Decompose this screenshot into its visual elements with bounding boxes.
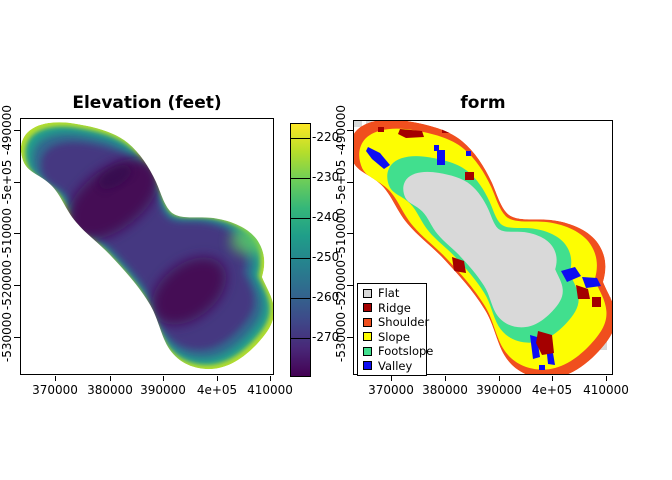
form-title: form xyxy=(460,93,506,113)
legend-label: Footslope xyxy=(378,344,434,359)
elevation-title: Elevation (feet) xyxy=(72,93,222,113)
y-tick xyxy=(14,285,20,286)
form-raster-map xyxy=(354,121,612,374)
colorbar-tick-label: -270 xyxy=(312,330,340,344)
form-legend: Flat Ridge Shoulder Slope Footslope Vall… xyxy=(357,283,433,376)
ridge-swatch xyxy=(363,303,372,313)
legend-label: Shoulder xyxy=(378,315,430,330)
x-tick xyxy=(217,376,218,381)
y-tick xyxy=(347,182,353,183)
shoulder-swatch xyxy=(363,317,372,327)
x-tick xyxy=(606,376,607,381)
y-tick-label: -530000 xyxy=(334,311,348,363)
x-tick-label: 380000 xyxy=(422,383,468,397)
elevation-darkest-spot xyxy=(98,165,132,189)
legend-item-slope: Slope xyxy=(363,330,426,345)
ridge-patches xyxy=(378,126,601,355)
x-tick xyxy=(499,376,500,381)
x-tick-label: 410000 xyxy=(247,383,293,397)
legend-item-ridge: Ridge xyxy=(363,301,426,316)
x-tick xyxy=(55,376,56,381)
colorbar-tick-label: -230 xyxy=(312,170,340,184)
colorbar-tick-label: -220 xyxy=(312,130,340,144)
legend-item-shoulder: Shoulder xyxy=(363,315,430,330)
slope-swatch xyxy=(363,332,372,342)
y-tick xyxy=(347,130,353,131)
x-tick xyxy=(110,376,111,381)
legend-label: Valley xyxy=(378,358,413,373)
legend-item-footslope: Footslope xyxy=(363,344,433,359)
x-tick-label: 380000 xyxy=(87,383,133,397)
legend-item-flat: Flat xyxy=(363,286,426,301)
x-tick xyxy=(391,376,392,381)
valley-swatch xyxy=(363,361,372,371)
x-tick xyxy=(163,376,164,381)
x-tick-label: 370000 xyxy=(32,383,78,397)
elevation-deep-basin-south xyxy=(151,257,227,325)
y-tick xyxy=(14,182,20,183)
y-tick xyxy=(14,130,20,131)
elevation-colorbar xyxy=(290,123,311,377)
y-tick xyxy=(14,233,20,234)
footslope-swatch xyxy=(363,346,372,356)
x-tick-label: 390000 xyxy=(140,383,186,397)
colorbar-tick-label: -250 xyxy=(312,250,340,264)
y-tick-label: -530000 xyxy=(0,311,14,363)
legend-label: Slope xyxy=(378,329,410,344)
x-tick xyxy=(552,376,553,381)
elevation-plot-box xyxy=(20,118,274,375)
y-tick xyxy=(14,337,20,338)
x-tick-label: 390000 xyxy=(476,383,522,397)
form-plot-box: Flat Ridge Shoulder Slope Footslope Vall… xyxy=(353,120,613,376)
elevation-shallow-bump xyxy=(230,227,268,255)
flat-swatch xyxy=(363,288,372,298)
elevation-raster-map xyxy=(21,122,273,370)
y-tick xyxy=(347,285,353,286)
y-tick xyxy=(347,337,353,338)
x-tick-label: 410000 xyxy=(583,383,629,397)
colorbar-tick-label: -260 xyxy=(312,290,340,304)
x-tick xyxy=(270,376,271,381)
y-tick xyxy=(347,233,353,234)
legend-item-valley: Valley xyxy=(363,359,426,374)
x-tick-label: 4e+05 xyxy=(196,383,238,397)
elevation-deep-basin-north xyxy=(66,158,160,240)
legend-label: Flat xyxy=(378,286,400,301)
colorbar-gradient xyxy=(291,124,310,376)
x-tick-label: 370000 xyxy=(368,383,414,397)
x-tick-label: 4e+05 xyxy=(531,383,573,397)
colorbar-tick-label: -240 xyxy=(312,210,340,224)
x-tick xyxy=(445,376,446,381)
legend-label: Ridge xyxy=(378,300,411,315)
colorbar-tick-lines xyxy=(291,138,310,339)
